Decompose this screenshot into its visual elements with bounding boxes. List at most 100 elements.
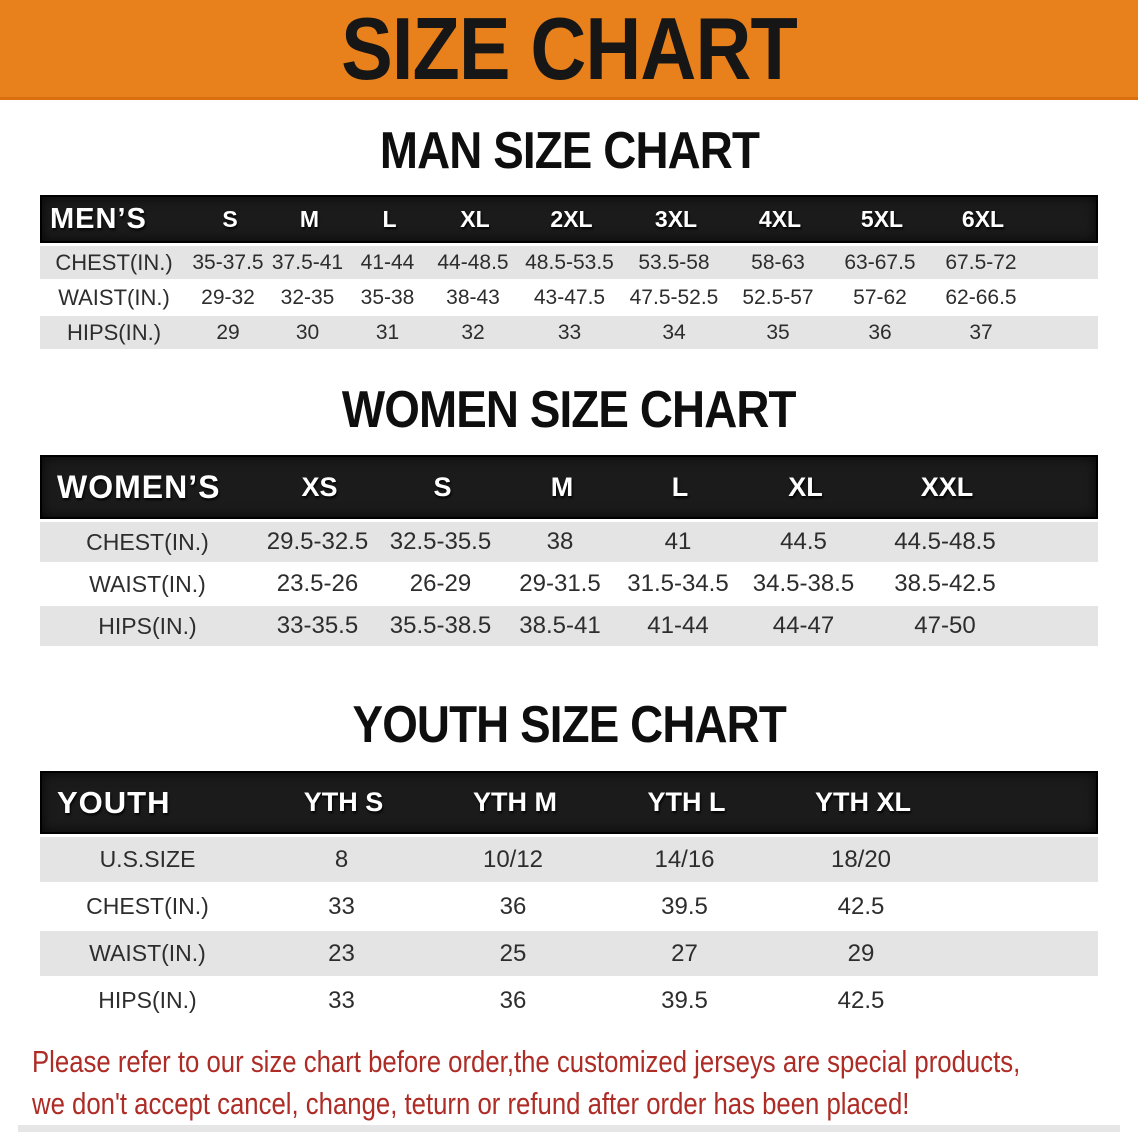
measure-value: 26-29 <box>409 570 472 597</box>
table-row: WAIST(IN.) 23 25 27 29 <box>40 931 1098 976</box>
measure-value: 35-37.5 <box>192 250 264 274</box>
measure-value: 29 <box>847 939 875 967</box>
measure-value: 37 <box>969 320 993 344</box>
measure-label: CHEST(IN.) <box>86 893 209 919</box>
measure-value: 63-67.5 <box>844 250 916 274</box>
table-row: HIPS(IN.) 33 36 39.5 42.5 <box>40 978 1098 1023</box>
measure-value: 29.5-32.5 <box>266 528 369 555</box>
measure-value: 44-47 <box>772 612 835 639</box>
measure-value: 58-63 <box>751 250 805 274</box>
size-header-cell: S <box>433 471 452 502</box>
measure-value: 67.5-72 <box>945 250 1017 274</box>
table-row: CHEST(IN.) 29.5-32.5 32.5-35.5 38 41 44.5 44.5… <box>40 522 1098 562</box>
measure-value: 52.5-57 <box>742 285 814 309</box>
measure-value: 36 <box>499 892 527 920</box>
table-title-cell: MEN’S <box>50 202 147 235</box>
measure-value: 37.5-41 <box>271 250 344 274</box>
measure-value: 27 <box>671 939 698 967</box>
measure-value: 33-35.5 <box>276 612 359 639</box>
measure-value: 32 <box>461 320 485 344</box>
measure-value: 48.5-53.5 <box>525 250 614 274</box>
measure-label: CHEST(IN.) <box>86 528 209 555</box>
measure-value: 62-66.5 <box>945 285 1017 309</box>
measure-value: 31.5-34.5 <box>627 570 729 597</box>
measure-value: 29-31.5 <box>519 570 601 597</box>
measure-value: 29 <box>216 320 240 344</box>
measure-value: 38.5-41 <box>519 612 601 639</box>
table-header-row: WOMEN’S XS S M L XL XXL <box>40 455 1098 519</box>
section-heading-text: YOUTH SIZE CHART <box>352 696 786 754</box>
banner-title: SIZE CHART <box>341 0 798 98</box>
measure-value: 44-48.5 <box>437 250 509 274</box>
measure-value: 44.5 <box>780 528 827 555</box>
measure-label: WAIST(IN.) <box>58 284 170 310</box>
measure-value: 30 <box>295 320 320 344</box>
measure-value: 10/12 <box>482 845 544 873</box>
measure-value: 35-38 <box>360 285 415 309</box>
size-header-cell: L <box>382 205 397 232</box>
measure-value: 57-62 <box>853 285 907 309</box>
measure-value: 35 <box>766 320 790 344</box>
table-row: CHEST(IN.) 33 36 39.5 42.5 <box>40 884 1098 929</box>
measure-label: WAIST(IN.) <box>89 940 206 966</box>
measure-value: 25 <box>499 939 527 967</box>
measure-value: 38 <box>546 528 574 555</box>
size-table: YOUTH YTH S YTH M YTH L YTH XL U.S.SIZE 8 10/12… <box>40 771 1098 1023</box>
measure-value: 47.5-52.5 <box>629 285 719 309</box>
size-header-cell: XL <box>788 471 823 502</box>
measure-value: 33 <box>557 320 582 344</box>
measure-value: 53.5-58 <box>638 250 710 274</box>
measure-value: 23 <box>328 939 355 967</box>
size-header-cell: XXL <box>920 471 974 502</box>
disclaimer: Please refer to our size chart before or… <box>0 1041 1138 1125</box>
table-header-row: MEN’S S M L XL 2XL 3XL 4XL 5XL 6XL <box>40 195 1098 243</box>
measure-value: 43-47.5 <box>533 285 606 309</box>
size-chart-sections: MAN SIZE CHART MEN’S S M L XL 2XL 3XL 4XL 5XL 6XL C… <box>0 125 1138 1023</box>
table-title-cell: WOMEN’S <box>57 468 221 505</box>
measure-value: 38-43 <box>446 285 500 309</box>
measure-label: WAIST(IN.) <box>89 570 206 597</box>
disclaimer-line-2: we don't accept cancel, change, teturn o… <box>32 1086 910 1121</box>
measure-value: 8 <box>334 845 349 873</box>
size-header-cell: YTH XL <box>814 787 911 817</box>
measure-value: 47-50 <box>914 612 976 639</box>
size-header-cell: M <box>550 471 574 502</box>
measure-value: 41 <box>664 528 692 555</box>
measure-value: 31 <box>375 320 400 344</box>
measure-value: 33 <box>328 892 355 920</box>
measure-value: 35.5-38.5 <box>389 612 492 639</box>
measure-value: 36 <box>868 320 892 344</box>
size-header-cell: 2XL <box>550 205 593 232</box>
measure-value: 44.5-48.5 <box>894 528 996 555</box>
table-row: WAIST(IN.) 23.5-26 26-29 29-31.5 31.5-34.5 34… <box>40 564 1098 604</box>
measure-value: 14/16 <box>654 845 715 873</box>
table-row: HIPS(IN.) 33-35.5 35.5-38.5 38.5-41 41-44 44-… <box>40 606 1098 646</box>
size-header-cell: 5XL <box>860 205 904 232</box>
measure-value: 23.5-26 <box>276 570 359 597</box>
table-row: U.S.SIZE 8 10/12 14/16 18/20 <box>40 837 1098 882</box>
measure-value: 36 <box>499 986 527 1014</box>
measure-label: HIPS(IN.) <box>98 612 197 639</box>
measure-value: 32-35 <box>280 285 335 309</box>
size-header-cell: XL <box>460 205 490 232</box>
size-header-cell: 4XL <box>758 205 802 232</box>
size-header-cell: XS <box>301 471 338 502</box>
measure-value: 32.5-35.5 <box>389 528 492 555</box>
measure-value: 42.5 <box>837 986 885 1014</box>
measure-value: 18/20 <box>830 845 892 873</box>
section-heading: MAN SIZE CHART <box>0 125 1138 177</box>
size-header-cell: YTH S <box>303 787 384 817</box>
section-heading-text: WOMEN SIZE CHART <box>342 381 797 439</box>
photo-edge-strip <box>18 1125 1120 1132</box>
size-header-cell: M <box>299 205 320 232</box>
measure-value: 41-44 <box>647 612 709 639</box>
size-header-cell: 3XL <box>654 205 698 232</box>
table-row: WAIST(IN.) 29-32 32-35 35-38 38-43 43-47.5 47.… <box>40 281 1098 314</box>
table-row: CHEST(IN.) 35-37.5 37.5-41 41-44 44-48.5 48.5… <box>40 246 1098 279</box>
section-heading: YOUTH SIZE CHART <box>0 696 1138 754</box>
section-heading: WOMEN SIZE CHART <box>0 381 1138 439</box>
measure-value: 34.5-38.5 <box>752 570 855 597</box>
table-title-cell: YOUTH <box>57 784 171 820</box>
measure-value: 42.5 <box>837 892 885 920</box>
